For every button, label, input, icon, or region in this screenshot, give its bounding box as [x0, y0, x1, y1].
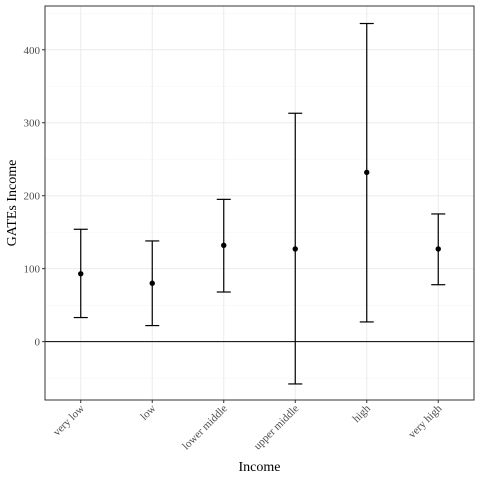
y-tick-label: 100 [24, 264, 41, 276]
error-bars-layer [73, 22, 446, 385]
point-estimate [364, 169, 370, 176]
x-tick-label: very high [406, 402, 444, 440]
point-estimate [221, 242, 227, 249]
error-bar-group [288, 112, 303, 385]
point-estimate [149, 280, 155, 286]
error-bar-group [145, 240, 160, 327]
error-bar-group [359, 22, 374, 323]
x-tick-label: low [138, 403, 158, 423]
y-tick-label: 300 [24, 118, 41, 130]
x-tick-label: high [351, 402, 374, 425]
y-tick-label: 200 [24, 191, 41, 203]
y-tick-label: 0 [35, 337, 41, 349]
x-axis-title: Income [239, 460, 281, 475]
error-bar-group [216, 198, 231, 293]
x-tick-label: very low [51, 403, 87, 439]
panel-border [44, 5, 475, 401]
y-axis-title: GATEs Income [5, 160, 20, 247]
grid-major [45, 6, 474, 400]
point-estimate [292, 246, 298, 252]
error-bar-group [431, 213, 446, 286]
y-tick-label: 400 [24, 45, 41, 57]
point-estimate [435, 246, 441, 252]
x-axis: very low low lower middle upper middle high v… [51, 400, 445, 452]
x-tick-label: lower middle [180, 403, 230, 453]
y-axis: 0 100 200 300 400 [24, 45, 45, 349]
grid-minor [45, 12, 474, 379]
error-bar-group [73, 228, 88, 319]
x-tick-label: upper middle [252, 403, 302, 453]
point-estimate [78, 271, 84, 277]
